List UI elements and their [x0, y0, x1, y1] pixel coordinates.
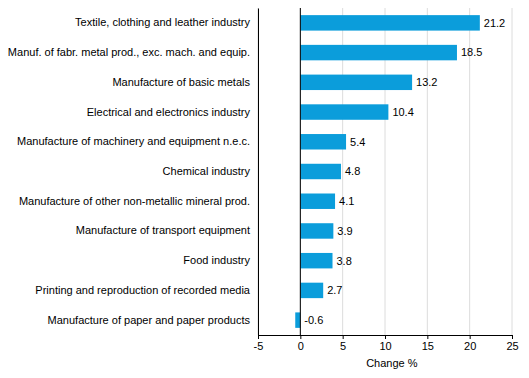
tick: 15: [422, 335, 434, 352]
category-tick: Manufacture of basic metals: [112, 76, 258, 88]
category-tick: Printing and reproduction of recorded me…: [35, 284, 258, 296]
x-axis-title: Change %: [366, 357, 418, 369]
tick: 5: [340, 335, 346, 352]
tick-label: 10: [379, 340, 391, 352]
y-axis-line: [258, 9, 259, 336]
plot: 21.2 18.5 13.2 10.4 5.4 4.8 4.1 3.9 3.8 2.7 -0.6 -5…: [8, 8, 519, 369]
tick-label: -5: [254, 340, 264, 352]
bars: [295, 15, 480, 328]
tick-label: 5: [340, 340, 346, 352]
bar: [300, 253, 332, 268]
tick-mark: [343, 335, 344, 339]
y-axis: Textile, clothing and leather industry Ma…: [8, 9, 259, 336]
bar: [300, 15, 479, 30]
tick-label: 15: [422, 340, 434, 352]
category-label: Chemical industry: [163, 165, 251, 177]
bar: [300, 223, 333, 238]
category-label: Manufacture of machinery and equipment n…: [17, 135, 250, 147]
tick-label: 25: [506, 340, 518, 352]
data-label: 5.4: [350, 136, 365, 148]
tick: -5: [254, 335, 264, 352]
tick-mark: [427, 335, 428, 339]
zero-line: [300, 8, 301, 335]
tick-mark: [512, 335, 513, 339]
bar: [300, 75, 412, 90]
bar: [300, 104, 388, 119]
data-label: 4.8: [345, 165, 360, 177]
data-label: -0.6: [304, 314, 323, 326]
bar: [295, 312, 300, 327]
category-tick: Food industry: [183, 254, 258, 266]
data-label: 18.5: [461, 46, 482, 58]
tick: 25: [506, 335, 518, 352]
tick-mark: [300, 335, 301, 339]
bar: [300, 283, 323, 298]
category-label: Manuf. of fabr. metal prod., exc. mach. …: [8, 46, 250, 58]
bar: [300, 134, 346, 149]
data-label: 21.2: [484, 17, 505, 29]
data-label: 13.2: [416, 76, 437, 88]
category-tick: Textile, clothing and leather industry: [75, 16, 258, 28]
category-label: Textile, clothing and leather industry: [75, 16, 250, 28]
category-tick: Electrical and electronics industry: [87, 106, 258, 118]
category-tick: Chemical industry: [163, 165, 258, 177]
chart: 21.2 18.5 13.2 10.4 5.4 4.8 4.1 3.9 3.8 2.7 -0.6 -5…: [0, 0, 529, 378]
tick: 0: [298, 335, 304, 352]
category-tick: Manufacture of other non-metallic minera…: [19, 195, 258, 207]
grid-line: [512, 8, 513, 335]
category-label: Manufacture of other non-metallic minera…: [19, 195, 250, 207]
category-label: Manufacture of transport equipment: [76, 224, 250, 236]
bar: [300, 45, 457, 60]
data-label: 10.4: [392, 106, 413, 118]
tick: 10: [379, 335, 391, 352]
data-label: 3.9: [337, 225, 352, 237]
tick-mark: [385, 335, 386, 339]
category-tick: Manuf. of fabr. metal prod., exc. mach. …: [8, 46, 258, 58]
category-tick: Manufacture of paper and paper products: [48, 314, 258, 326]
grid-line: [258, 8, 259, 335]
data-labels: 21.2 18.5 13.2 10.4 5.4 4.8 4.1 3.9 3.8 2.7 -0.6: [304, 17, 505, 326]
x-axis: -5 0 5 10 15 20 25: [254, 335, 519, 352]
category-tick: Manufacture of transport equipment: [76, 224, 258, 236]
bar: [300, 193, 335, 208]
category-label: Electrical and electronics industry: [87, 106, 251, 118]
bar: [300, 164, 341, 179]
grid: [258, 8, 512, 335]
grid-line: [300, 8, 301, 335]
category-label: Manufacture of basic metals: [112, 76, 250, 88]
data-label: 2.7: [327, 284, 342, 296]
tick-label: 0: [298, 340, 304, 352]
category-tick: Manufacture of machinery and equipment n…: [17, 135, 258, 147]
category-label: Food industry: [183, 254, 250, 266]
data-label: 4.1: [339, 195, 354, 207]
tick-mark: [258, 335, 259, 339]
tick: 20: [464, 335, 476, 352]
category-label: Manufacture of paper and paper products: [48, 314, 251, 326]
tick-label: 20: [464, 340, 476, 352]
tick-mark: [470, 335, 471, 339]
category-label: Printing and reproduction of recorded me…: [35, 284, 251, 296]
data-label: 3.8: [337, 255, 352, 267]
